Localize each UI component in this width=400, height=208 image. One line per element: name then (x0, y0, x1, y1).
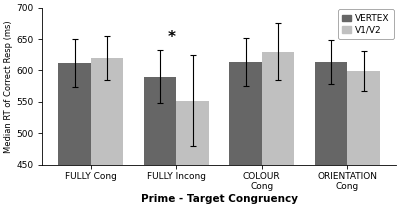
Bar (315, 62, 347, 208)
X-axis label: Prime - Target Congruency: Prime - Target Congruency (140, 194, 298, 204)
Bar (91, 58, 123, 208)
Bar (176, 101, 209, 208)
Y-axis label: Median RT of Correct Resp (ms): Median RT of Correct Resp (ms) (4, 20, 13, 152)
Bar (229, 62, 262, 208)
Text: *: * (168, 30, 176, 45)
Bar (144, 77, 176, 208)
Bar (347, 71, 380, 208)
Legend: VERTEX, V1/V2: VERTEX, V1/V2 (338, 10, 394, 39)
Bar (58, 63, 91, 208)
Bar (262, 52, 294, 208)
